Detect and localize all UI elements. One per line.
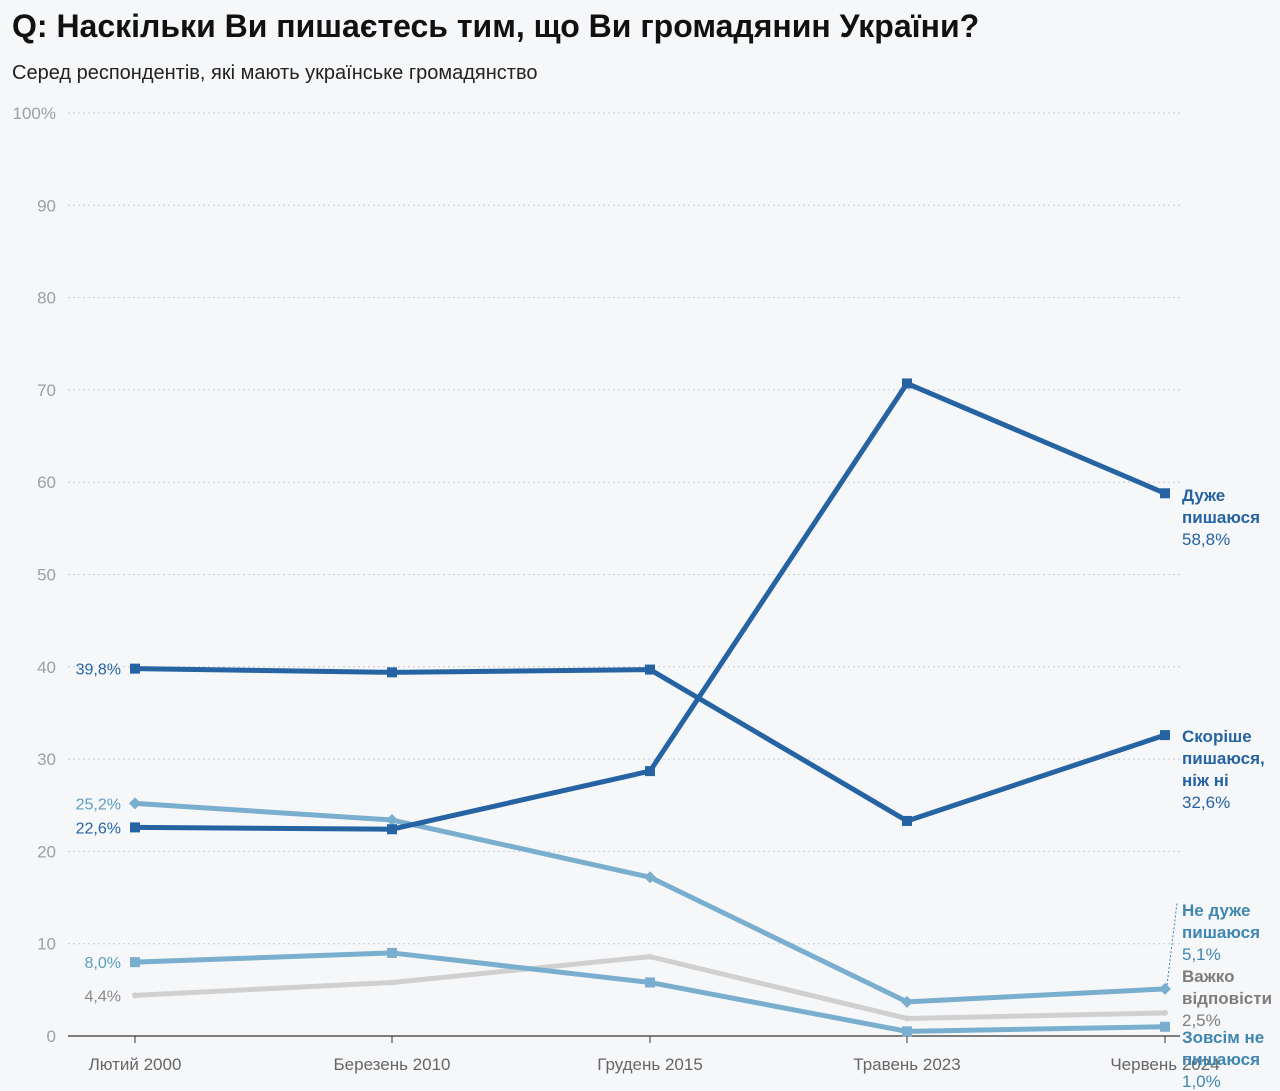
series-line [132,950,1168,1034]
y-tick-label: 0 [47,1027,56,1046]
data-point [904,1015,910,1022]
y-tick-label: 100% [13,104,56,123]
data-point [1160,488,1170,499]
series-name-label: пишаюся, [1182,749,1265,768]
x-tick-label: Травень 2023 [853,1055,960,1074]
data-point [387,667,397,678]
series-name-label: Не дуже [1182,901,1250,920]
data-point [902,378,912,389]
series-name-label: Дуже [1182,486,1225,505]
gridlines [68,112,1180,1037]
x-tick-label: Грудень 2015 [597,1055,703,1074]
x-tick-label: Березень 2010 [334,1055,451,1074]
series-line [132,800,1168,1005]
y-tick-label: 30 [37,750,56,769]
data-point [130,822,140,833]
y-tick-label: 60 [37,473,56,492]
end-value-label: 58,8% [1182,530,1230,549]
start-value-label: 39,8% [76,662,121,679]
data-point [129,797,141,810]
series-lines [129,378,1171,1037]
data-point [130,663,140,674]
y-tick-label: 20 [37,842,56,861]
data-point [1162,1009,1168,1016]
data-point [645,977,655,988]
series-line [132,380,1168,832]
start-value-label: 8,0% [85,955,121,972]
data-point [645,766,655,777]
data-point [647,953,653,960]
y-tick-label: 50 [37,566,56,585]
series-name-label: Важко [1182,967,1234,986]
data-point [644,871,656,884]
series-name-label: пишаюся [1182,508,1260,527]
series-name-label: пишаюся [1182,923,1260,942]
series-line [132,666,1168,824]
data-point [1160,730,1170,741]
data-point [387,947,397,958]
series-name-label: відповісти [1182,989,1272,1008]
end-value-label: 32,6% [1182,793,1230,812]
end-value-label: 5,1% [1182,945,1221,964]
y-tick-label: 40 [37,658,56,677]
end-value-label: 2,5% [1182,1011,1221,1030]
series-name-label: Зовсім не [1182,1028,1264,1047]
start-value-label: 22,6% [76,820,121,837]
data-point [132,992,138,999]
start-value-label: 4,4% [85,988,121,1005]
data-point [901,995,913,1008]
y-tick-label: 10 [37,935,56,954]
series-name-label: ніж ні [1182,771,1229,790]
data-point [386,814,398,827]
series-name-label: пишаюся [1182,1050,1260,1069]
data-labels: 39,8% 25,2% 22,6% 8,0% 4,4% Дуже пишаюся 58,8% С… [76,486,1272,1091]
label-connector [1166,902,1178,985]
axis-ticks: 0 10 20 30 40 50 60 70 80 90 100% Лютий 2000 Березен… [13,104,1220,1074]
data-point [902,815,912,826]
series-name-label: Скоріше [1182,727,1252,746]
data-point [389,979,395,986]
y-tick-label: 80 [37,289,56,308]
chart-title: Q: Наскільки Ви пишаєтесь тим, що Ви гро… [12,8,980,44]
data-point [130,957,140,968]
y-tick-label: 90 [37,196,56,215]
data-point [387,824,397,835]
y-tick-label: 70 [37,381,56,400]
x-tick-label: Лютий 2000 [89,1055,182,1074]
start-value-label: 25,2% [76,796,121,813]
data-point [1160,1021,1170,1032]
series-line [132,954,1168,1021]
data-point [1159,982,1171,995]
data-point [645,664,655,675]
end-value-label: 1,0% [1182,1072,1221,1091]
data-point [902,1026,912,1037]
x-tick-label: Червень 2024 [1110,1055,1219,1074]
chart-subtitle: Серед респондентів, які мають українське… [12,62,538,84]
